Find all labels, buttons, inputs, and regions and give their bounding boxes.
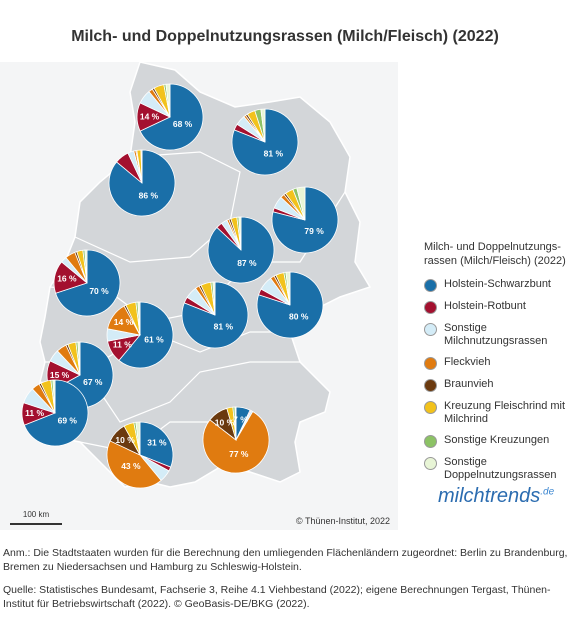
pie-label: 80 %: [289, 311, 309, 321]
pie-label: 11 %: [25, 408, 44, 418]
pie-slice: [52, 379, 56, 414]
legend-item: Holstein-Rotbunt: [424, 300, 570, 314]
pie-slice: [84, 249, 88, 284]
legend-label: Holstein-Rotbunt: [444, 300, 526, 312]
legend-title: Milch- und Doppelnutzungs-rassen (Milch/…: [424, 241, 566, 267]
legend-item: Holstein-Schwarzbunt: [424, 278, 570, 292]
pie-slice: [77, 341, 81, 376]
pies: 68 % 14 % 81 % 86 % 79 % 87 % 70 % 16 % 61 % 11 %…: [21, 83, 339, 489]
pie-label: 68 %: [173, 119, 193, 129]
pie-slice: [118, 301, 174, 369]
pie-slice: [260, 108, 266, 143]
pie-label: 69 %: [58, 416, 78, 426]
pie-label: 79 %: [304, 226, 324, 236]
pie-label: 14 %: [140, 111, 160, 121]
legend-item: Kreuzung Fleischrind mit Milchrind: [424, 400, 570, 426]
legend-swatch: [424, 301, 437, 314]
map: 100 km © Thünen-Institut, 2022 68 % 14 % 8…: [0, 62, 398, 530]
title: Milch- und Doppelnutzungsrassen (Milch/F…: [71, 28, 499, 45]
legend-swatch: [424, 457, 437, 470]
legend-item: Sonstige Milchnutzungsrassen: [424, 322, 570, 348]
pie-slice: [165, 83, 171, 118]
legend-item: Fleckvieh: [424, 356, 570, 370]
pie-slice: [285, 271, 291, 306]
pie-label: 14 %: [114, 317, 134, 327]
pie-label: 11 %: [113, 340, 132, 350]
legend-label: Sonstige Milchnutzungsrassen: [444, 322, 548, 347]
legend-label: Sonstige Doppelnutzungsrassen: [444, 456, 557, 481]
pie-slice: [296, 186, 306, 221]
pie-label: 16 %: [57, 273, 77, 283]
pie-label: 67 %: [83, 377, 103, 387]
scale-label: 100 km: [23, 510, 50, 519]
logo-suffix: .de: [540, 486, 555, 498]
pie-label: 15 %: [50, 370, 70, 380]
legend-swatch: [424, 401, 437, 414]
pie-slice: [202, 411, 270, 474]
pie-label: 86 %: [139, 191, 159, 201]
legend-label: Fleckvieh: [444, 356, 491, 368]
pie-slice: [106, 440, 162, 489]
pie-label: 77 %: [229, 449, 249, 459]
pie-slice: [139, 83, 204, 151]
pie-label: 81 %: [214, 322, 234, 332]
pie-label: 81 %: [264, 149, 284, 159]
legend-item: Braunvieh: [424, 378, 570, 392]
pie-slice: [137, 301, 141, 336]
copyright: © Thünen-Institut, 2022: [296, 516, 390, 526]
legend-swatch: [424, 435, 437, 448]
legend-swatch: [424, 357, 437, 370]
note: Anm.: Die Stadtstaaten wurden für die Be…: [3, 547, 568, 573]
legend-label: Holstein-Schwarzbunt: [444, 278, 551, 290]
pie-slice: [135, 421, 141, 456]
pie-slice: [55, 249, 121, 317]
legend-label: Sonstige Kreuzungen: [444, 434, 550, 446]
pie-slice: [139, 421, 174, 468]
legend-item: Sonstige Doppelnutzungsrassen: [424, 456, 570, 482]
pie-label: 7 %: [233, 414, 248, 424]
pie-label: 10 %: [115, 435, 135, 445]
pie-label: 43 %: [121, 461, 141, 471]
legend-swatch: [424, 323, 437, 336]
pie-slice: [212, 281, 216, 316]
legend-items: Holstein-Schwarzbunt Holstein-Rotbunt Sons…: [424, 278, 570, 482]
legend: Milch- und Doppelnutzungs-rassen (Milch/…: [424, 240, 570, 490]
scale-bar: 100 km: [10, 510, 62, 525]
legend-swatch: [424, 279, 437, 292]
pie-label: 70 %: [89, 286, 109, 296]
pie-slice: [234, 406, 237, 441]
legend-label: Braunvieh: [444, 378, 494, 390]
pie-label: 31 %: [147, 438, 167, 448]
pie-label: 87 %: [237, 258, 257, 268]
pie-slice: [238, 216, 242, 251]
pie-label: 61 %: [144, 334, 164, 344]
legend-item: Sonstige Kreuzungen: [424, 434, 570, 448]
source: Quelle: Statistisches Bundesamt, Fachser…: [3, 584, 551, 610]
legend-label: Kreuzung Fleischrind mit Milchrind: [444, 400, 566, 425]
logo-name: milchtrends: [438, 485, 541, 507]
pie-slice: [23, 379, 89, 447]
legend-swatch: [424, 379, 437, 392]
logo: milchtrends.de: [438, 485, 558, 521]
pie-label: 10 %: [215, 417, 235, 427]
